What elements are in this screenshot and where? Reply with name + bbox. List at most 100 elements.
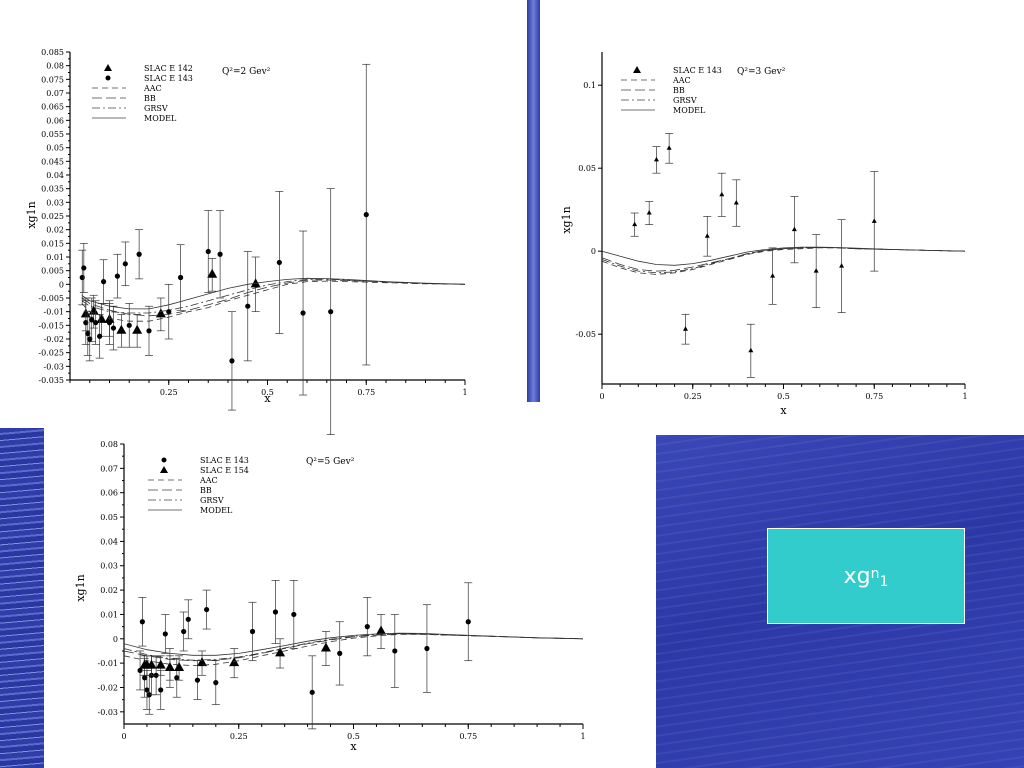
marker-triangle xyxy=(666,145,672,150)
label-base: xg xyxy=(843,563,871,589)
y-tick-label: 0.1 xyxy=(583,81,596,90)
y-tick-label: 0.075 xyxy=(41,75,64,84)
x-tick-label: 1 xyxy=(580,732,585,741)
chart-q2-2: 0.085 0.08 0.075 0.07 0.065 0.06 0.055 0.05 0.04… xyxy=(25,48,468,436)
marker-triangle xyxy=(174,662,185,671)
label-box: xg n 1 xyxy=(767,528,965,624)
data-point xyxy=(193,660,202,701)
marker-circle xyxy=(110,325,117,331)
y-tick-label: 0.01 xyxy=(100,610,118,619)
marker-triangle xyxy=(207,268,218,278)
marker-circle xyxy=(178,274,184,281)
legend-label: AAC xyxy=(672,76,691,85)
y-tick-label: 0.02 xyxy=(46,226,64,235)
data-point xyxy=(135,229,144,280)
data-point xyxy=(202,589,211,630)
marker-circle xyxy=(217,251,223,257)
data-point xyxy=(83,311,92,356)
x-tick-label: 0.75 xyxy=(357,388,375,397)
marker-circle xyxy=(126,322,132,328)
data-point xyxy=(645,201,654,225)
chart-q2-5: 0.08 0.07 0.06 0.05 0.04 0.03 0.02 0.01 0 -0.01 -0… xyxy=(74,440,586,753)
marker-triangle xyxy=(813,268,819,273)
legend-label: AAC xyxy=(199,476,218,485)
label-sup: n xyxy=(870,566,880,582)
marker-circle xyxy=(89,317,95,323)
marker-circle xyxy=(162,631,168,637)
marker-circle xyxy=(85,330,91,337)
y-tick-label: -0.03 xyxy=(97,708,118,717)
data-point xyxy=(113,253,122,299)
data-point xyxy=(227,311,236,411)
data-point xyxy=(790,196,799,264)
data-point xyxy=(174,655,185,681)
y-tick-label: 0.065 xyxy=(41,103,64,112)
marker-triangle xyxy=(197,657,208,667)
y-tick-label: -0.01 xyxy=(43,308,64,317)
legend-label: SLAC E 154 xyxy=(200,466,249,475)
data-point xyxy=(79,242,88,293)
legend-entry: AAC xyxy=(148,476,218,485)
marker-triangle xyxy=(632,221,638,227)
x-tick-label: 0.75 xyxy=(459,732,477,741)
data-point xyxy=(87,297,96,343)
y-tick-label: 0.025 xyxy=(41,212,64,221)
legend-label: GRSV xyxy=(200,496,224,505)
data-point xyxy=(335,621,344,686)
marker-circle xyxy=(122,261,128,267)
data-point xyxy=(216,210,225,299)
curve-aac xyxy=(123,633,584,667)
data-point xyxy=(376,614,387,649)
chart-title: Q²=5 Gev² xyxy=(306,457,355,467)
y-tick-label: 0.08 xyxy=(46,62,64,71)
data-point xyxy=(299,230,308,396)
data-point xyxy=(326,188,335,436)
y-tick-label: 0.03 xyxy=(100,562,118,571)
legend-label: GRSV xyxy=(144,104,168,113)
y-tick-label: 0.05 xyxy=(46,144,64,153)
marker-triangle xyxy=(719,191,725,197)
y-tick-label: 0.05 xyxy=(100,513,118,522)
data-point xyxy=(652,146,661,174)
marker-circle xyxy=(97,333,103,339)
data-point xyxy=(197,650,208,676)
marker-triangle xyxy=(704,233,710,238)
data-point xyxy=(184,599,193,640)
legend-entry: SLAC E 143 xyxy=(161,456,249,465)
data-point xyxy=(95,314,104,359)
curve-grsv xyxy=(123,633,584,661)
data-point xyxy=(136,650,145,691)
marker-circle xyxy=(205,248,211,255)
marker-circle xyxy=(142,675,148,681)
y-tick-label: -0.05 xyxy=(575,330,596,339)
legend-label: SLAC E 143 xyxy=(144,74,193,83)
marker-circle xyxy=(424,645,430,652)
y-tick-label: 0.005 xyxy=(41,267,64,276)
marker-triangle xyxy=(839,263,845,268)
data-point xyxy=(732,179,741,227)
data-point xyxy=(121,241,130,287)
x-tick-label: 0.25 xyxy=(684,392,702,401)
y-tick-label: 0.035 xyxy=(41,185,64,194)
chart-q2-3: 0.1 0.05 0 -0.05 0 0.25 0.5 0.75 1 xg1n x Q²=3 Gev²… xyxy=(560,52,968,417)
marker-circle xyxy=(245,303,251,309)
legend-entry: GRSV xyxy=(621,96,697,105)
data-point xyxy=(145,305,153,356)
legend-entry: MODEL xyxy=(92,114,177,123)
curve-aac xyxy=(81,280,466,322)
legend-entry: MODEL xyxy=(148,506,233,515)
legend-label: AAC xyxy=(143,84,162,93)
data-point xyxy=(422,604,431,693)
marker-circle xyxy=(185,616,191,622)
water-texture-left xyxy=(0,428,44,768)
marker-circle xyxy=(309,689,315,695)
marker-circle xyxy=(136,251,142,257)
legend-entry: AAC xyxy=(92,84,162,93)
marker-triangle xyxy=(320,642,331,652)
marker-circle xyxy=(204,606,210,613)
marker-triangle xyxy=(164,662,175,671)
legend-entry: AAC xyxy=(621,76,691,85)
marker-triangle xyxy=(376,625,387,635)
marker-circle xyxy=(249,628,256,635)
data-point xyxy=(703,215,712,257)
